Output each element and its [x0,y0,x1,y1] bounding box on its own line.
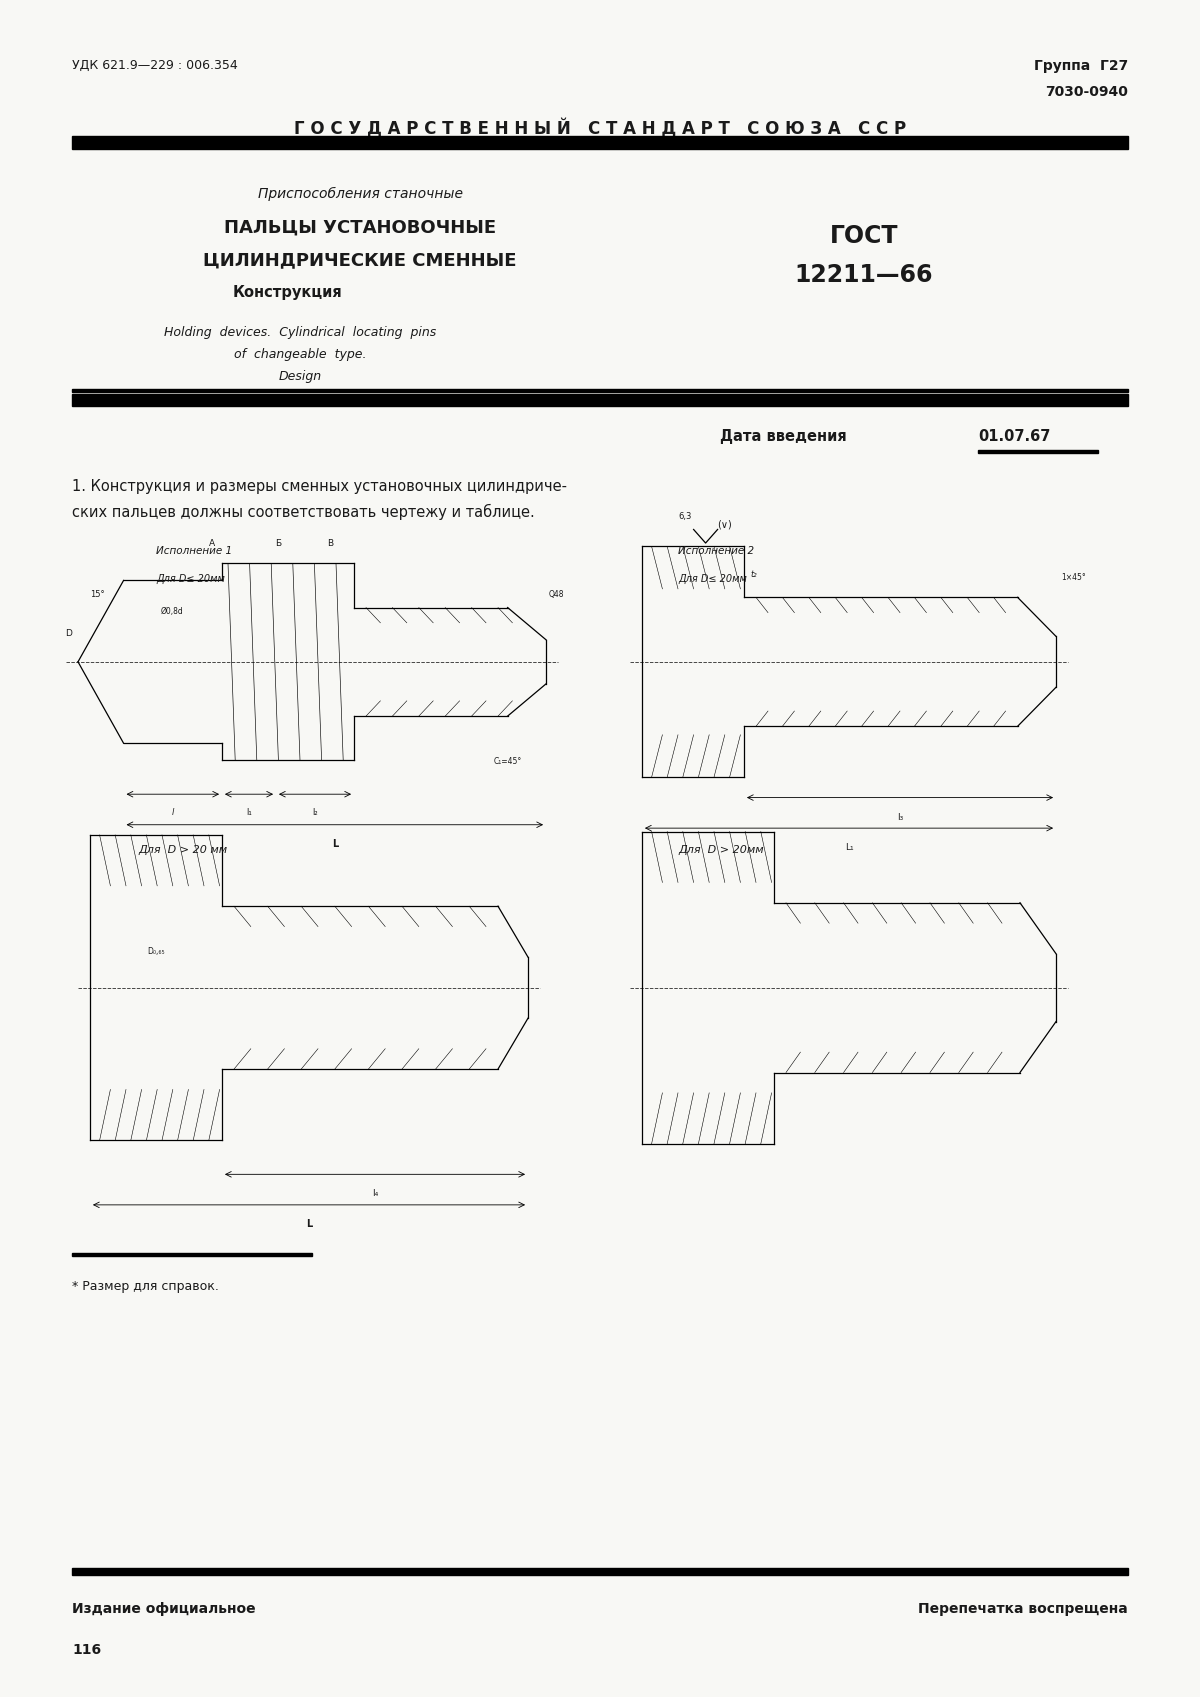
Text: Исполнение 2: Исполнение 2 [678,546,754,557]
Text: 15°: 15° [90,591,104,599]
Text: Перепечатка воспрещена: Перепечатка воспрещена [918,1602,1128,1616]
Text: Holding  devices.  Cylindrical  locating  pins: Holding devices. Cylindrical locating pi… [164,326,436,339]
Text: D: D [65,630,72,638]
Bar [72,1568,1128,1575]
Text: Для  D > 20 мм: Для D > 20 мм [138,845,227,855]
Text: L₁: L₁ [845,843,853,852]
Text: D₀,₆₅: D₀,₆₅ [148,947,164,955]
Text: 1×45°: 1×45° [1061,574,1086,582]
Text: B: B [326,540,334,548]
Text: ских пальцев должны соответствовать чертежу и таблице.: ских пальцев должны соответствовать черт… [72,504,535,521]
Text: ПАЛЬЦЫ УСТАНОВОЧНЫЕ: ПАЛЬЦЫ УСТАНОВОЧНЫЕ [224,219,496,238]
Text: 12211—66: 12211—66 [794,263,934,287]
Text: 1. Конструкция и размеры сменных установочных цилиндриче-: 1. Конструкция и размеры сменных установ… [72,479,568,494]
Text: C₁=45°: C₁=45° [493,757,522,765]
Bar [72,136,1128,149]
Text: Для  D > 20мм: Для D > 20мм [678,845,763,855]
Text: l₄: l₄ [372,1190,378,1198]
Text: (∨): (∨) [718,519,732,529]
Text: 7030-0940: 7030-0940 [1045,85,1128,98]
Text: t₂: t₂ [750,570,757,579]
Text: Design: Design [278,370,322,384]
Text: Для D≤ 20мм: Для D≤ 20мм [678,574,746,584]
Bar [72,390,1128,392]
Text: Издание официальное: Издание официальное [72,1602,256,1616]
Text: of  changeable  type.: of changeable type. [234,348,366,361]
Bar [72,1252,312,1256]
Text: Ø0,8d: Ø0,8d [161,608,182,616]
Text: L: L [306,1218,312,1229]
Text: Группа  Г27: Группа Г27 [1033,59,1128,73]
Text: Б: Б [275,540,282,548]
Text: Q48: Q48 [548,591,564,599]
Bar [978,450,1098,453]
Text: l₁: l₁ [246,808,252,816]
Text: Конструкция: Конструкция [233,285,343,300]
Text: 6,3: 6,3 [678,512,691,521]
Text: ЦИЛИНДРИЧЕСКИЕ СМЕННЫЕ: ЦИЛИНДРИЧЕСКИЕ СМЕННЫЕ [203,251,517,270]
Text: A: A [209,540,216,548]
Text: l₃: l₃ [896,813,904,821]
Text: ГОСТ: ГОСТ [829,224,899,248]
Text: Приспособления станочные: Приспособления станочные [258,187,462,200]
Bar [72,394,1128,406]
Text: УДК 621.9—229 : 006.354: УДК 621.9—229 : 006.354 [72,59,238,73]
Text: 116: 116 [72,1643,101,1656]
Text: Для D≤ 20мм: Для D≤ 20мм [156,574,224,584]
Text: L: L [331,838,338,848]
Text: 01.07.67: 01.07.67 [978,429,1050,445]
Text: * Размер для справок.: * Размер для справок. [72,1280,218,1293]
Text: Г О С У Д А Р С Т В Е Н Н Ы Й   С Т А Н Д А Р Т   С О Ю З А   С С Р: Г О С У Д А Р С Т В Е Н Н Ы Й С Т А Н Д … [294,119,906,137]
Text: l₂: l₂ [312,808,318,816]
Text: l: l [172,808,174,816]
Text: Дата введения: Дата введения [720,429,847,445]
Text: Исполнение 1: Исполнение 1 [156,546,232,557]
